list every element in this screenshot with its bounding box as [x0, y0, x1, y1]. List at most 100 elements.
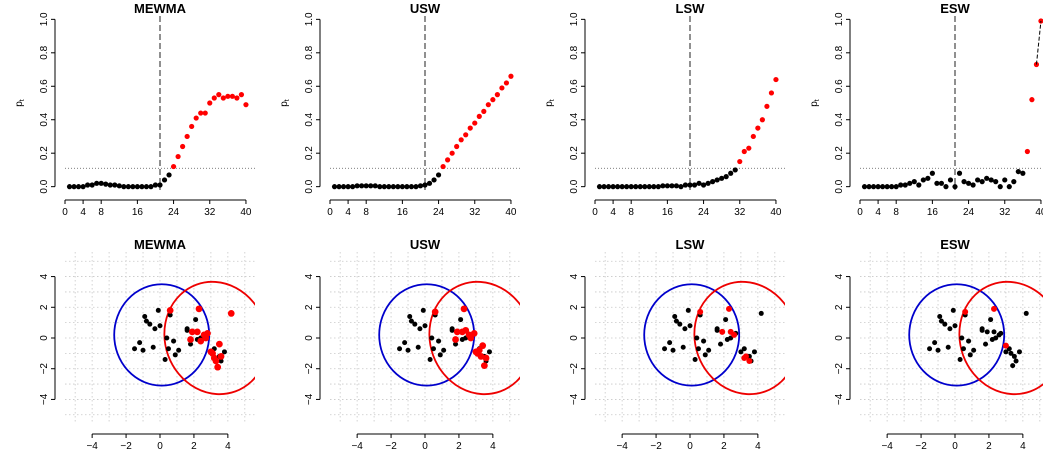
data-point — [700, 182, 707, 188]
data-point — [66, 184, 73, 190]
data-point — [441, 347, 447, 353]
data-point — [893, 184, 899, 190]
y-tick-label: −4 — [39, 393, 50, 405]
data-point — [866, 184, 872, 190]
data-point — [996, 332, 1002, 338]
data-point — [637, 184, 643, 190]
data-point — [662, 346, 668, 352]
data-point — [429, 335, 435, 341]
data-point — [898, 182, 904, 188]
data-point — [479, 342, 487, 350]
data-point — [172, 352, 178, 358]
data-point — [714, 177, 720, 183]
x-tick-label: 32 — [204, 207, 216, 218]
panel-title: LSW — [676, 237, 706, 252]
data-point — [412, 321, 418, 327]
data-point — [741, 354, 748, 361]
data-point — [386, 184, 392, 190]
data-point — [682, 182, 689, 188]
data-point — [485, 102, 491, 108]
y-tick-label: 1.0 — [834, 12, 845, 26]
data-point — [470, 330, 478, 337]
panel-title: USW — [410, 237, 441, 252]
data-point — [726, 305, 733, 312]
data-point — [605, 184, 612, 190]
data-point — [187, 336, 194, 343]
y-tick-label: 0.0 — [39, 179, 50, 193]
x-tick-label: 40 — [1035, 207, 1043, 218]
grid-lines — [65, 252, 255, 424]
data-point — [929, 170, 935, 176]
data-point — [651, 184, 657, 190]
y-tick-label: 0.8 — [569, 45, 580, 59]
data-point — [967, 352, 973, 358]
data-point — [408, 318, 414, 324]
y-tick-label: −2 — [834, 363, 845, 375]
data-point — [615, 184, 621, 190]
data-point — [363, 183, 369, 189]
x-tick-label: 8 — [363, 207, 369, 218]
data-point — [719, 175, 725, 181]
y-tick-label: −4 — [304, 393, 315, 405]
data-point — [687, 182, 693, 188]
out-of-control-ellipse — [163, 280, 255, 396]
data-point — [932, 340, 938, 346]
y-tick-label: −4 — [569, 393, 580, 405]
data-point — [768, 90, 775, 96]
panel-3: ESW pt 0 4 8 16 24 32 40 0.0 0.2 0.4 0.6 0.8 1.0 — [809, 1, 1043, 218]
x-tick-label: 16 — [132, 207, 144, 218]
y-tick-label: 0 — [834, 335, 845, 341]
data-point — [902, 182, 908, 188]
data-point — [125, 184, 131, 190]
data-point — [399, 184, 405, 190]
x-tick-label: 40 — [770, 207, 782, 218]
data-point — [755, 125, 761, 131]
x-tick-label: 4 — [80, 207, 86, 218]
y-tick-label: 0.4 — [304, 112, 315, 126]
y-tick-label: 0.8 — [834, 45, 845, 59]
data-point — [673, 183, 680, 189]
data-point — [680, 344, 686, 350]
data-point — [467, 334, 475, 342]
data-point — [991, 329, 997, 335]
data-point — [103, 181, 109, 187]
data-point — [243, 102, 249, 108]
y-tick-label: 0 — [569, 335, 580, 341]
data-point — [947, 326, 953, 332]
data-point — [619, 184, 625, 190]
data-point — [1011, 353, 1017, 359]
data-point — [195, 305, 203, 313]
panel-title: ESW — [940, 237, 970, 252]
data-point — [642, 184, 648, 190]
data-point — [975, 177, 981, 183]
data-point — [655, 184, 661, 190]
data-point — [935, 347, 941, 353]
data-point — [673, 318, 679, 324]
x-tick-label: 32 — [734, 207, 746, 218]
y-tick-label: 0.6 — [834, 79, 845, 93]
y-axis-label: pt — [14, 99, 26, 107]
data-point — [984, 329, 990, 335]
x-tick-label: −4 — [351, 441, 363, 452]
y-tick-label: 0 — [39, 335, 50, 341]
y-tick-label: 4 — [304, 273, 315, 279]
y-axis-label: pt — [544, 99, 556, 107]
data-point — [98, 180, 104, 186]
data-point — [143, 318, 149, 324]
y-tick-label: 0.2 — [304, 146, 315, 160]
x-tick-label: 0 — [857, 207, 863, 218]
data-point — [961, 179, 967, 185]
data-point — [938, 180, 945, 186]
data-point — [719, 328, 726, 335]
data-point — [426, 180, 433, 186]
data-point — [166, 172, 172, 178]
y-tick-label: 2 — [39, 304, 50, 310]
x-tick-label: 24 — [698, 207, 710, 218]
data-point — [390, 184, 396, 190]
data-point — [198, 110, 204, 116]
data-point — [664, 183, 670, 189]
x-tick-label: −4 — [86, 441, 98, 452]
panel-7: ESW −4 −2 0 2 4 −4 −2 0 2 4 — [834, 237, 1043, 452]
data-point — [983, 341, 989, 347]
data-point — [773, 76, 779, 83]
